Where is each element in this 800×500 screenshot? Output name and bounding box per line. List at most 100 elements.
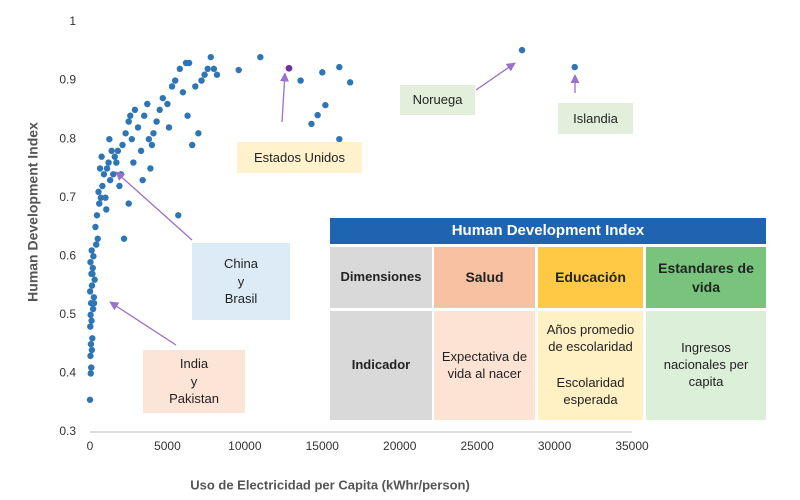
point (106, 176, 114, 184)
annotation-text: y (190, 373, 198, 389)
point (122, 130, 129, 137)
point (96, 200, 103, 207)
point (141, 112, 148, 119)
point (89, 335, 96, 342)
point (125, 118, 132, 125)
point (88, 282, 96, 289)
point (130, 159, 137, 166)
point (127, 112, 134, 119)
point (110, 171, 117, 178)
point (164, 100, 171, 108)
point (213, 71, 221, 78)
point (204, 65, 211, 73)
point (96, 165, 104, 172)
annotation-text: Noruega (412, 92, 463, 108)
y-tick-label: 0.9 (59, 73, 76, 87)
point (111, 153, 118, 160)
point (184, 112, 191, 119)
point (137, 147, 145, 155)
table-cell: Estandares de vida (646, 247, 766, 308)
point (87, 370, 94, 377)
annotation-text: India (179, 356, 209, 372)
point (150, 130, 157, 137)
point (346, 79, 354, 86)
annotation-box: China y Brasil (192, 243, 290, 320)
point (91, 276, 98, 283)
x-tick-label: 35000 (615, 439, 649, 453)
point (103, 206, 110, 213)
table-cell: Expectativa de vida al nacer (434, 311, 535, 420)
y-axis-title: Human Development Index (25, 122, 41, 302)
annotation-arrow (115, 171, 193, 241)
point (185, 59, 193, 67)
point (97, 194, 105, 201)
table-cell: Años promedio de escolaridad Escolaridad … (538, 311, 643, 420)
y-tick-label: 1 (69, 14, 76, 28)
point (165, 124, 173, 131)
point (92, 241, 100, 248)
annotation-box: Islandia (558, 103, 633, 134)
cell-text: Años promedio de escolaridad (546, 322, 635, 355)
x-tick-label: 0 (87, 439, 94, 453)
point (119, 141, 126, 149)
point (116, 182, 123, 190)
point (128, 135, 136, 143)
point (139, 176, 146, 184)
point (297, 77, 304, 84)
point (319, 69, 326, 76)
point (518, 46, 526, 54)
point (179, 89, 187, 96)
point (159, 94, 166, 102)
table-cell: Dimensiones (330, 247, 432, 308)
point (176, 65, 184, 73)
point (336, 63, 343, 71)
point (571, 63, 578, 71)
point (145, 135, 153, 143)
point (90, 299, 98, 307)
point (88, 247, 95, 254)
point (88, 317, 95, 324)
point (235, 66, 242, 74)
x-tick-label: 25000 (460, 439, 494, 453)
point (125, 200, 132, 207)
x-tick-label: 5000 (154, 439, 181, 453)
point (144, 100, 151, 108)
point (120, 235, 128, 242)
point (87, 340, 95, 348)
point (100, 171, 108, 178)
point (89, 270, 96, 278)
point (147, 165, 154, 172)
point (171, 77, 179, 84)
point (210, 65, 218, 73)
annotation-box: India y Pakistan (143, 350, 245, 413)
point (87, 311, 94, 319)
x-tick-label: 15000 (306, 439, 340, 453)
point (114, 147, 122, 155)
point (90, 253, 97, 260)
annotation-text: Pakistan (169, 391, 219, 407)
point (198, 77, 205, 84)
point (90, 294, 98, 301)
y-tick-label: 0.6 (59, 248, 76, 262)
point (322, 101, 329, 109)
point (134, 124, 142, 131)
y-tick-label: 0.3 (59, 424, 76, 438)
point (201, 71, 208, 78)
annotation-box: Noruega (400, 85, 475, 115)
annotation-text: y (237, 273, 245, 289)
point (94, 235, 101, 242)
x-tick-label: 10000 (228, 439, 262, 453)
y-tick-label: 0.5 (59, 307, 76, 321)
annotation-text: Brasil (224, 291, 258, 307)
point (156, 106, 163, 114)
point (99, 182, 106, 190)
point (113, 159, 120, 166)
point (98, 153, 105, 160)
annotation-arrow (109, 301, 177, 346)
table-cell: Ingresos nacionales per capita (646, 311, 766, 420)
point (102, 194, 109, 201)
point (195, 130, 202, 137)
point (88, 364, 95, 371)
